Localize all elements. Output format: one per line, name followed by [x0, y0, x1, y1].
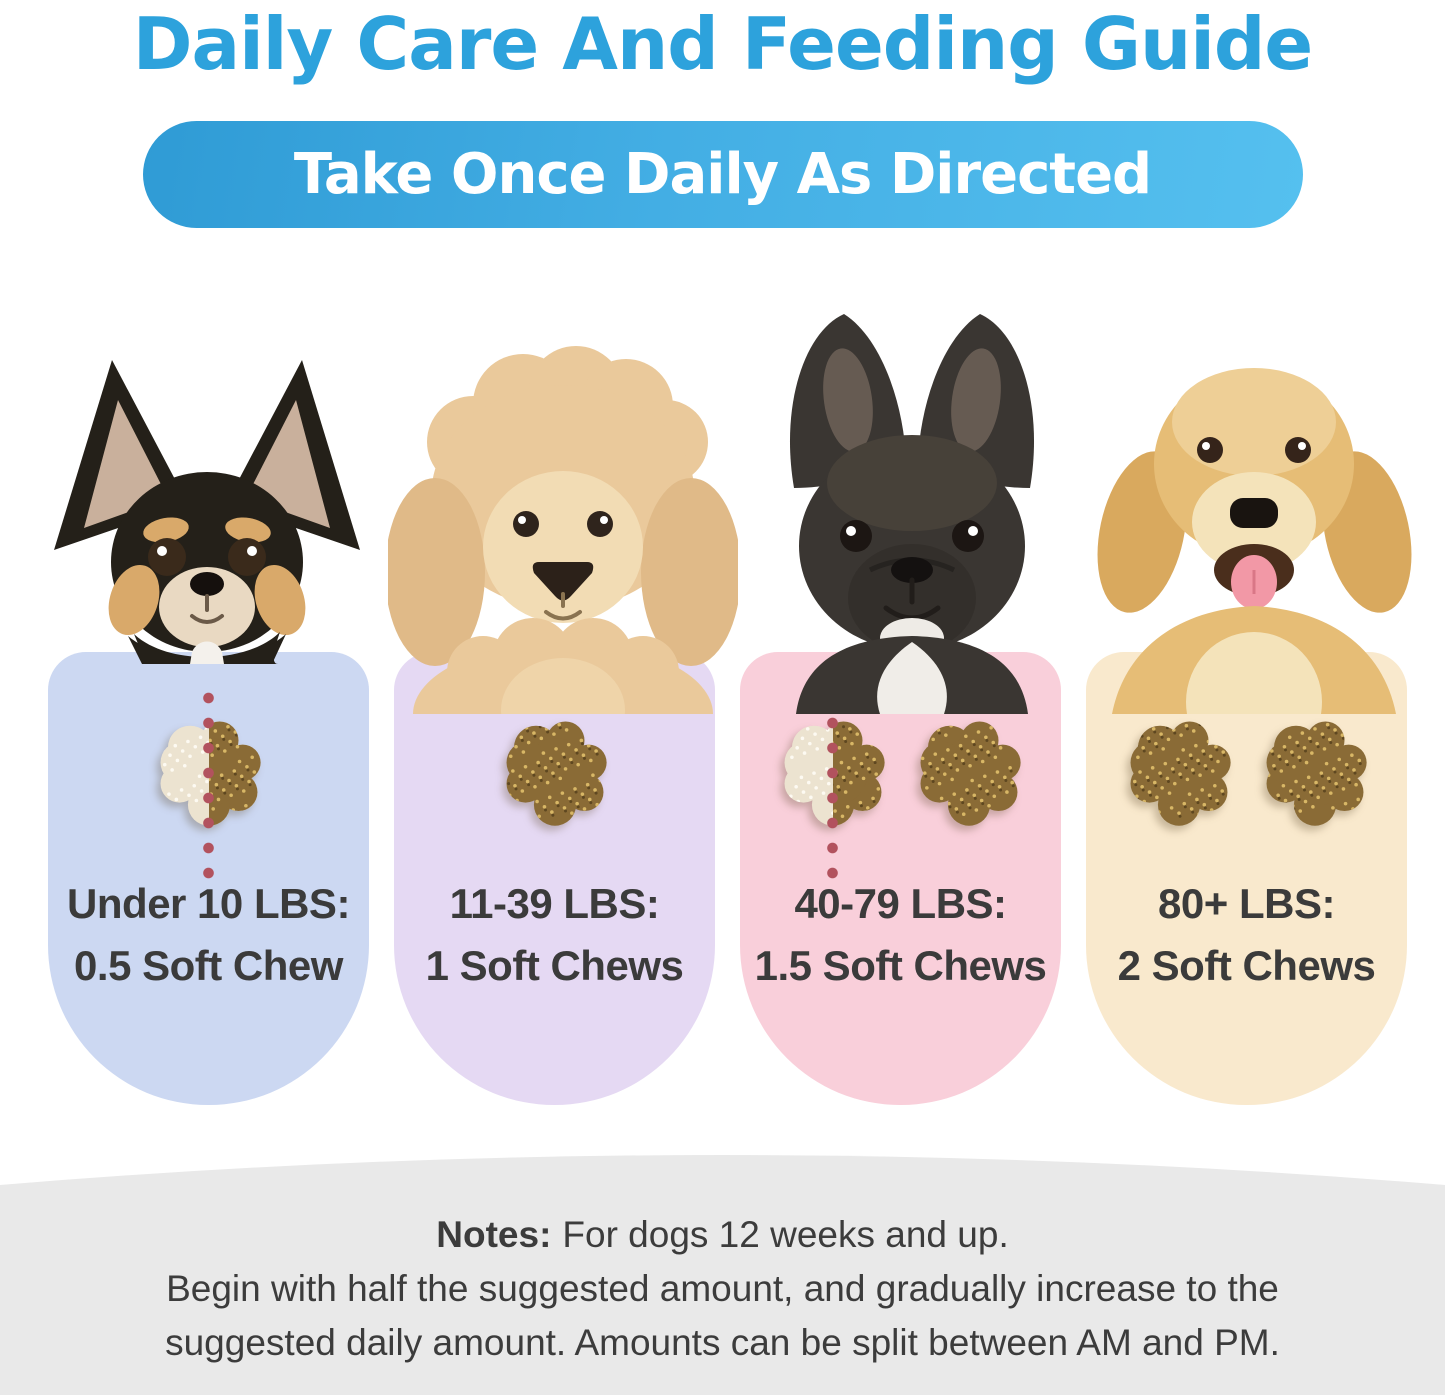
poodle-photo [388, 346, 738, 714]
dose-label: 0.5 Soft Chew [74, 942, 343, 989]
chew-row [1086, 710, 1407, 832]
chihuahua-photo [54, 360, 360, 664]
half-soft-chew-icon [774, 686, 892, 884]
notes-block: Notes: For dogs 12 weeks and up. Begin wi… [0, 1208, 1445, 1370]
weight-label: 11-39 LBS: [449, 880, 660, 927]
dose-label: 2 Soft Chews [1117, 942, 1376, 989]
notes-line-2: Begin with half the suggested amount, an… [166, 1268, 1279, 1309]
dose-card-under-10: Under 10 LBS: 0.5 Soft Chew [48, 652, 369, 1105]
half-divider-dotted-line [203, 686, 214, 884]
dose-label: 1.5 Soft Chews [754, 942, 1047, 989]
weight-label: Under 10 LBS: [67, 880, 350, 927]
half-divider-dotted-line [827, 686, 838, 884]
notes-label: Notes: [436, 1214, 552, 1255]
dose-card-11-39: 11-39 LBS: 1 Soft Chews [394, 652, 715, 1105]
chew-row [394, 710, 715, 832]
chew-row [48, 686, 369, 884]
chew-row [740, 686, 1061, 884]
dose-label: 1 Soft Chews [425, 942, 684, 989]
soft-chew-icon [496, 712, 614, 830]
soft-chew-icon [1256, 712, 1374, 830]
weight-label: 40-79 LBS: [794, 880, 1007, 927]
half-soft-chew-icon [150, 686, 268, 884]
french-bulldog-photo [789, 314, 1035, 714]
weight-label: 80+ LBS: [1158, 880, 1335, 927]
golden-retriever-photo [1097, 368, 1412, 714]
dose-card-40-79: 40-79 LBS: 1.5 Soft Chews [740, 652, 1061, 1105]
soft-chew-icon [910, 712, 1028, 830]
dose-card-80-plus: 80+ LBS: 2 Soft Chews [1086, 652, 1407, 1105]
notes-line-1: Notes: For dogs 12 weeks and up. [436, 1214, 1009, 1255]
directive-banner: Take Once Daily As Directed [142, 121, 1303, 228]
notes-line-3: suggested daily amount. Amounts can be s… [165, 1322, 1280, 1363]
page-title: Daily Care And Feeding Guide [132, 2, 1314, 86]
soft-chew-icon [1120, 712, 1238, 830]
footer-arc-panel [0, 1155, 1445, 1395]
directive-banner-text: Take Once Daily As Directed [293, 142, 1152, 207]
